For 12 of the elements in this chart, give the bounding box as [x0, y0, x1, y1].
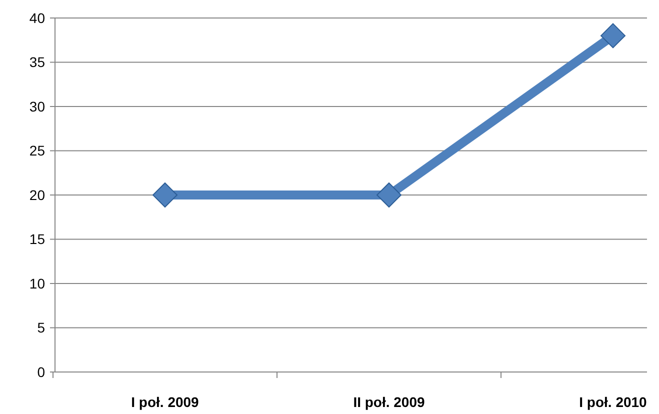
x-tick-label: I poł. 2009 — [131, 394, 200, 410]
y-tick-label: 25 — [29, 142, 46, 159]
x-tick-label: II poł. 2009 — [353, 394, 426, 410]
y-tick-label: 0 — [37, 364, 46, 380]
y-tick-label: 15 — [29, 231, 46, 248]
y-tick-label: 5 — [37, 320, 46, 336]
y-tick-label: 30 — [29, 98, 46, 114]
x-tick-label: I poł. 2010 — [579, 394, 648, 410]
y-tick-label: 35 — [29, 54, 46, 70]
y-tick-label: 40 — [29, 10, 46, 26]
y-tick-label: 20 — [29, 186, 46, 203]
y-tick-label: 10 — [29, 275, 46, 292]
